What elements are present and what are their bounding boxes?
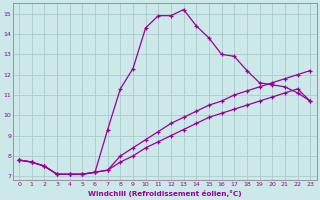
X-axis label: Windchill (Refroidissement éolien,°C): Windchill (Refroidissement éolien,°C) (88, 190, 242, 197)
